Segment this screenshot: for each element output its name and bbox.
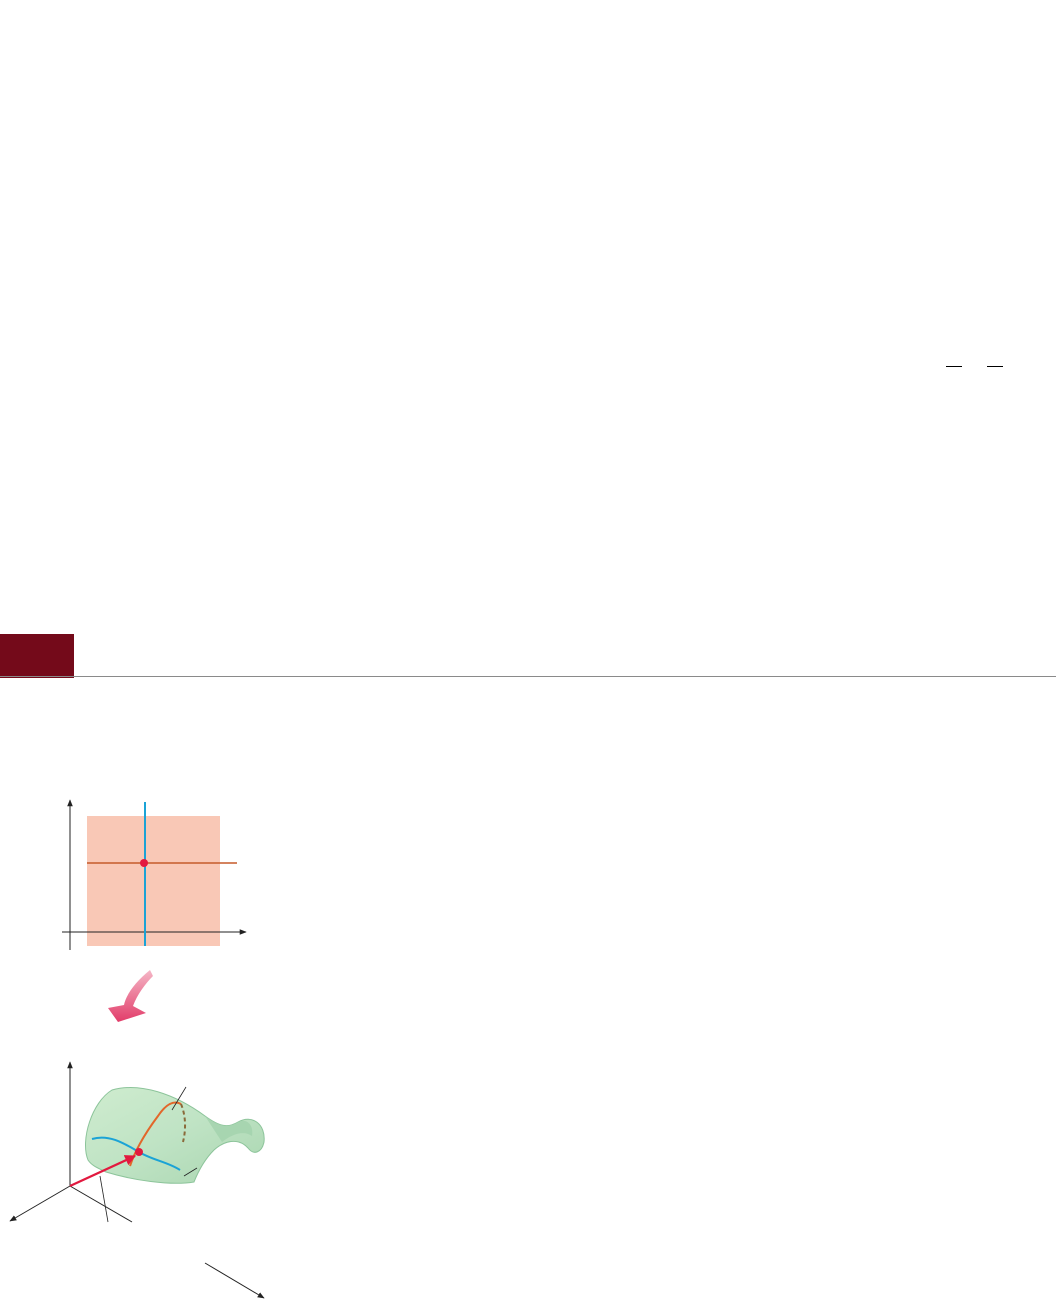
section-rule xyxy=(0,676,1056,677)
curved-down-arrow-icon xyxy=(108,970,153,1022)
x-axis xyxy=(9,1185,71,1222)
domain-point xyxy=(140,859,148,867)
fraction-bar xyxy=(987,366,1003,367)
fraction-bar xyxy=(946,366,962,367)
leader-line-right xyxy=(183,1167,198,1177)
surface-diagram xyxy=(9,1061,265,1299)
surface-fold-shading xyxy=(205,1116,253,1142)
domain-region xyxy=(87,816,220,946)
constant-u-curve-hidden xyxy=(180,1103,187,1143)
surface-point xyxy=(135,1148,143,1156)
y-axis-segment xyxy=(69,1185,133,1223)
section-number-tab xyxy=(0,634,74,678)
parameter-domain-diagram xyxy=(62,799,247,950)
y-axis-arrow xyxy=(204,1262,265,1299)
leader-line-upper xyxy=(171,1086,187,1111)
leader-line-lower xyxy=(99,1175,109,1223)
position-vector xyxy=(69,1155,136,1187)
